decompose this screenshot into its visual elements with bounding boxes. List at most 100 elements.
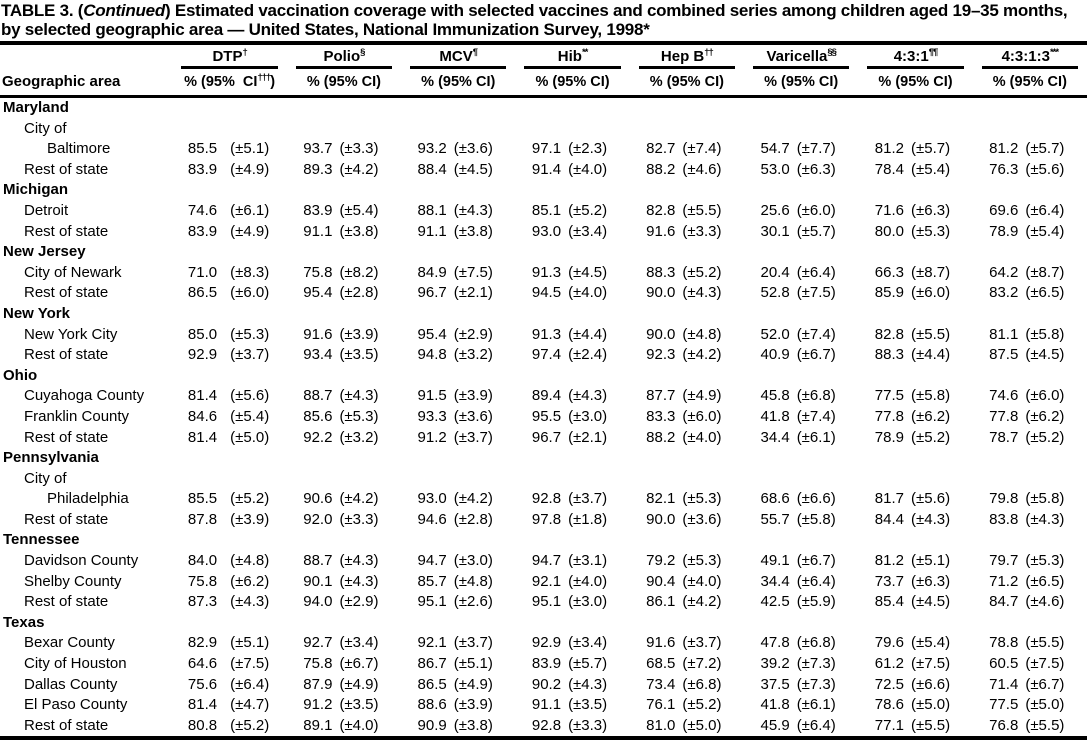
area-row: Rest of state 87.8 (±3.9) 92.0 (±3.3) 94.6 (±2… (0, 510, 1087, 531)
coverage-percent: 95.4 (417, 325, 447, 343)
coverage-cell (515, 304, 629, 325)
coverage-cell: 91.1 (±3.8) (287, 222, 401, 243)
coverage-cell (630, 242, 744, 263)
coverage-cell: 75.8 (±6.2) (172, 572, 286, 593)
coverage-percent: 83.9 (187, 160, 218, 178)
row-label: Rest of state (24, 428, 109, 446)
vaccination-coverage-table: DTP† Polio§ MCV¶ Hib** Hep B†† Varicella§§ 4:3… (0, 45, 1087, 736)
confidence-interval: (±6.5) (1025, 284, 1065, 302)
coverage-percent: 97.1 (531, 140, 562, 158)
confidence-interval: (±6.3) (796, 160, 836, 178)
coverage-percent: 81.2 (874, 140, 904, 158)
coverage-cell: 91.1 (±3.8) (401, 222, 515, 243)
coverage-cell: 47.8 (±6.8) (744, 633, 858, 654)
confidence-interval: (±7.5) (1025, 655, 1065, 673)
coverage-cell: 81.4 (±4.7) (172, 695, 286, 716)
coverage-cell: 39.2 (±7.3) (744, 654, 858, 675)
coverage-cell (515, 448, 629, 469)
coverage-percent: 79.7 (989, 552, 1019, 570)
confidence-interval: (±5.4) (230, 407, 270, 425)
coverage-cell (858, 180, 972, 201)
coverage-percent: 85.0 (187, 325, 218, 343)
confidence-interval: (±4.0) (339, 716, 379, 734)
coverage-cell: 81.4 (±5.6) (172, 386, 286, 407)
coverage-percent: 86.5 (187, 284, 218, 302)
coverage-percent: 92.9 (187, 346, 218, 364)
coverage-cell: 92.9 (±3.7) (172, 345, 286, 366)
coverage-cell: 78.4 (±5.4) (858, 160, 972, 181)
confidence-interval: (±5.1) (453, 655, 493, 673)
confidence-interval: (±6.2) (911, 407, 951, 425)
confidence-interval: (±5.8) (911, 387, 951, 405)
coverage-cell: 97.8 (±1.8) (515, 510, 629, 531)
percent-ci-subheader: % (95% CI) (286, 69, 402, 98)
coverage-cell: 61.2 (±7.5) (858, 654, 972, 675)
coverage-cell: 81.2 (±5.7) (973, 139, 1087, 160)
coverage-cell: 91.5 (±3.9) (401, 386, 515, 407)
table-body: Maryland City of Baltimore 85.5 (±5.1) 93.7 (±… (0, 97, 1087, 737)
confidence-interval: (±4.4) (911, 346, 951, 364)
coverage-cell: 82.1 (±5.3) (630, 489, 744, 510)
coverage-percent: 77.8 (989, 407, 1019, 425)
confidence-interval: (±2.1) (453, 284, 493, 302)
coverage-percent: 92.0 (303, 510, 333, 528)
percent-ci-subheader: % (95% CI) (744, 69, 859, 98)
coverage-percent: 82.7 (646, 140, 676, 158)
coverage-percent: 73.7 (874, 572, 904, 590)
confidence-interval: (±5.3) (1025, 552, 1065, 570)
coverage-percent: 91.1 (417, 222, 447, 240)
confidence-interval: (±3.2) (339, 428, 379, 446)
confidence-interval: (±5.5) (1025, 634, 1065, 652)
coverage-cell: 94.0 (±2.9) (287, 592, 401, 613)
coverage-percent: 91.6 (646, 634, 676, 652)
coverage-cell: 75.6 (±6.4) (172, 675, 286, 696)
coverage-percent: 94.6 (417, 510, 447, 528)
coverage-cell: 91.3 (±4.4) (515, 325, 629, 346)
coverage-cell: 90.0 (±4.3) (630, 283, 744, 304)
coverage-cell: 83.9 (±5.7) (515, 654, 629, 675)
footnote-marker: ¶ (472, 47, 478, 58)
confidence-interval: (±7.3) (796, 675, 836, 693)
percent-ci-subheader: % (95% CI) (515, 69, 630, 98)
row-label: Maryland (3, 99, 69, 116)
coverage-cell: 37.5 (±7.3) (744, 675, 858, 696)
confidence-interval: (±5.4) (1025, 222, 1065, 240)
confidence-interval: (±6.8) (682, 675, 722, 693)
coverage-percent: 84.4 (874, 510, 904, 528)
coverage-cell (515, 242, 629, 263)
coverage-percent: 91.6 (303, 325, 333, 343)
confidence-interval: (±6.0) (911, 284, 951, 302)
bottom-rule (0, 736, 1087, 741)
confidence-interval: (±4.3) (230, 593, 270, 611)
coverage-cell (401, 469, 515, 490)
confidence-interval: (±6.4) (796, 716, 836, 734)
confidence-interval: (±5.5) (682, 201, 722, 219)
coverage-percent: 74.6 (187, 201, 218, 219)
confidence-interval: (±3.8) (339, 222, 379, 240)
coverage-cell: 77.1 (±5.5) (858, 716, 972, 737)
coverage-percent: 96.7 (417, 284, 447, 302)
coverage-percent: 90.6 (303, 490, 333, 508)
coverage-cell: 91.6 (±3.9) (287, 325, 401, 346)
confidence-interval: (±6.4) (1025, 201, 1065, 219)
confidence-interval: (±3.7) (568, 490, 608, 508)
confidence-interval: (±3.5) (568, 696, 608, 714)
coverage-percent: 68.6 (760, 490, 790, 508)
row-label: Texas (3, 613, 45, 631)
coverage-cell: 52.0 (±7.4) (744, 325, 858, 346)
coverage-percent: 83.8 (989, 510, 1019, 528)
coverage-cell: 88.6 (±3.9) (401, 695, 515, 716)
coverage-cell: 53.0 (±6.3) (744, 160, 858, 181)
state-row: Tennessee (0, 530, 1087, 551)
confidence-interval: (±2.6) (453, 593, 493, 611)
coverage-cell: 84.0 (±4.8) (172, 551, 286, 572)
confidence-interval: (±6.8) (796, 634, 836, 652)
coverage-cell: 85.9 (±6.0) (858, 283, 972, 304)
coverage-percent: 92.1 (417, 634, 447, 652)
confidence-interval: (±6.5) (1025, 572, 1065, 590)
confidence-interval: (±3.3) (682, 222, 722, 240)
confidence-interval: (±5.2) (230, 716, 270, 734)
row-label: Rest of state (24, 284, 109, 302)
row-label: Michigan (3, 181, 69, 199)
coverage-cell: 94.5 (±4.0) (515, 283, 629, 304)
